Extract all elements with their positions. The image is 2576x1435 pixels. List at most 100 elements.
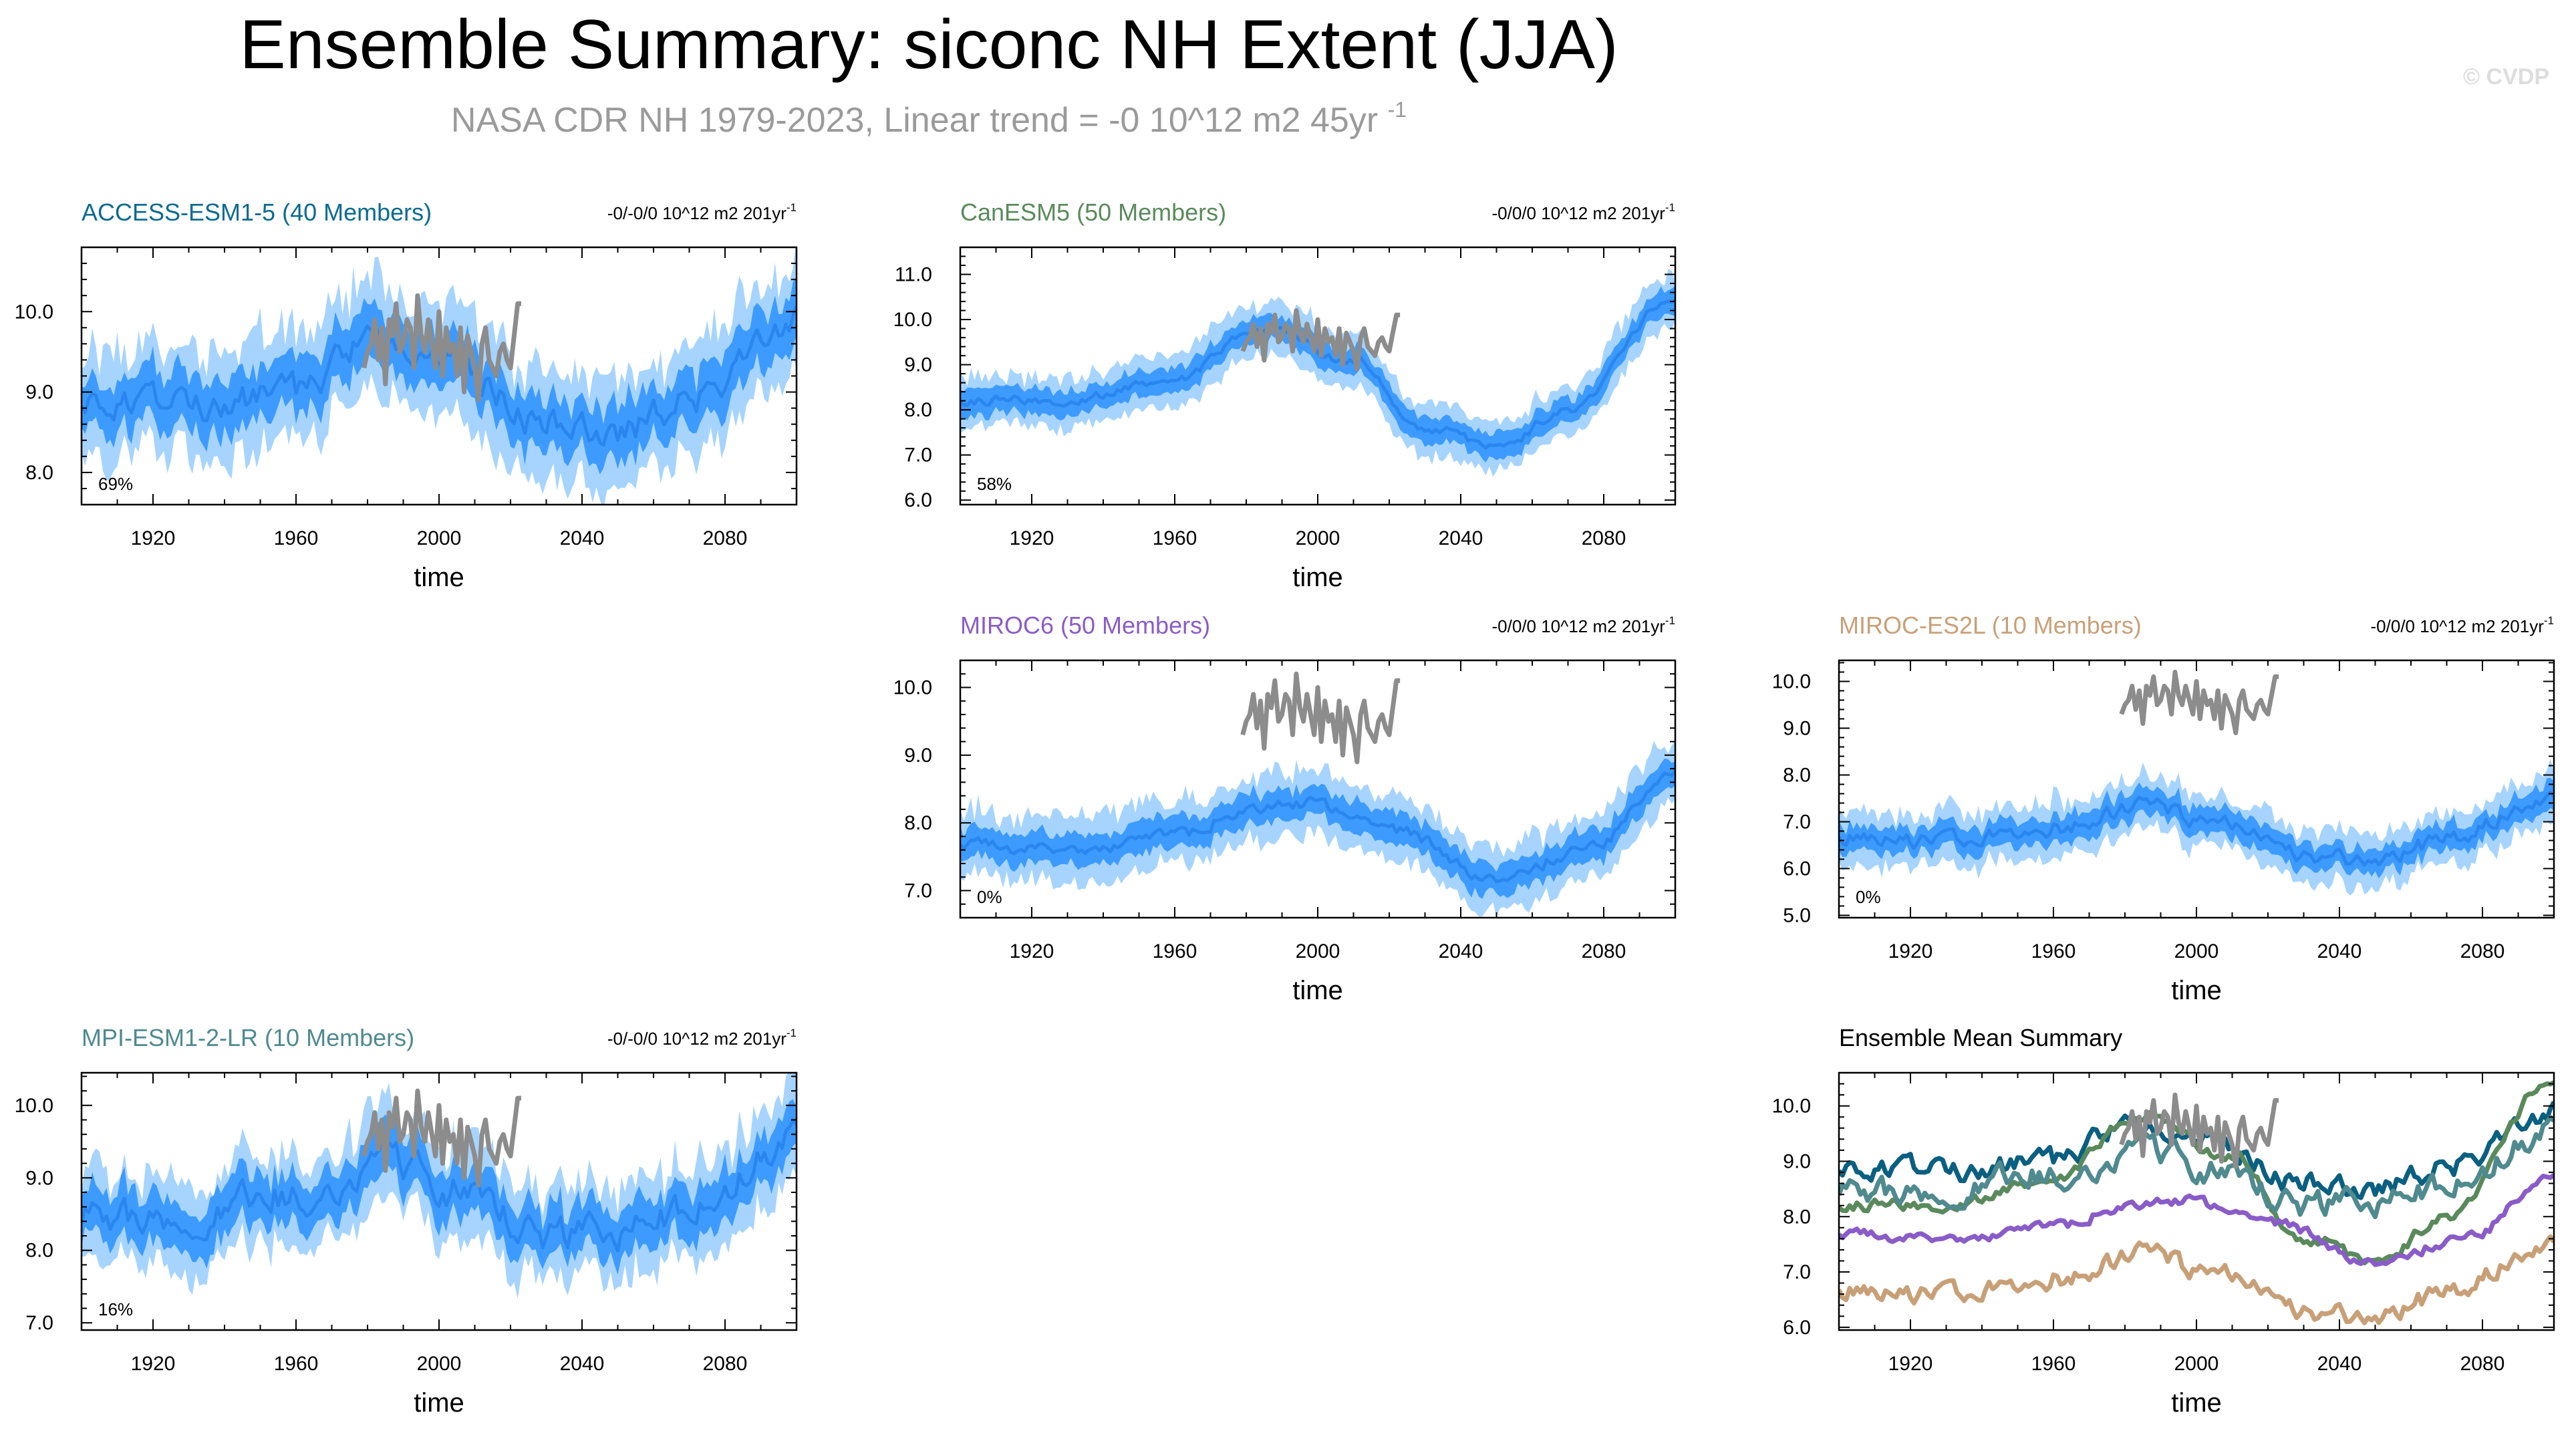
trend-label-superscript: -1 — [786, 201, 797, 214]
x-tick-label: 2080 — [703, 527, 748, 549]
x-tick-label: 1920 — [131, 1353, 176, 1375]
x-tick-label: 1920 — [131, 527, 176, 549]
x-tick-label: 2040 — [2317, 940, 2362, 962]
ensemble-mean-line — [82, 1118, 797, 1253]
y-tick-label: 7.0 — [1783, 811, 1811, 833]
series-line-miroces2l — [1839, 1234, 2554, 1325]
y-tick-label: 10.0 — [893, 309, 932, 331]
x-tick-label: 2040 — [1439, 940, 1483, 962]
y-tick-label: 10.0 — [15, 1095, 53, 1117]
trend-label-text: -0/0/0 10^12 m2 201yr — [1492, 203, 1666, 223]
y-tick-label: 6.0 — [1783, 858, 1811, 880]
chart-panel-canesm5: 1920 1960 2000 2040 2080 6.0 7.0 8.0 9.0 10.0 11.0… — [893, 199, 1677, 592]
chart-panel-mpi: 1920 1960 2000 2040 2080 7.0 8.0 9.0 10.0 time MPI… — [15, 1024, 798, 1418]
percent-label: 0% — [977, 887, 1002, 907]
plot-area — [1839, 670, 2554, 896]
ensemble-mean-line — [1839, 790, 2554, 867]
x-tick-label: 1920 — [1888, 940, 1933, 962]
x-tick-label: 2080 — [1582, 527, 1626, 549]
y-tick-label: 8.0 — [1783, 1206, 1811, 1228]
ensemble-inner-envelope — [82, 1099, 797, 1275]
trend-label-superscript: -1 — [1665, 614, 1675, 627]
x-tick-label: 1920 — [1888, 1353, 1933, 1375]
x-tick-label: 1960 — [274, 527, 319, 549]
y-tick-label: 8.0 — [904, 812, 932, 834]
figure-subtitle-superscript: -1 — [1388, 98, 1407, 122]
y-tick-label: 9.0 — [1783, 718, 1811, 740]
x-tick-label: 2080 — [703, 1353, 748, 1375]
chart-panel-access: 1920 1960 2000 2040 2080 8.0 9.0 10.0 time ACCESS… — [15, 199, 798, 592]
y-tick-label: 11.0 — [895, 264, 932, 286]
x-tick-label: 2080 — [1582, 940, 1626, 962]
y-tick-label: 8.0 — [25, 462, 53, 484]
x-tick-label: 2040 — [560, 527, 605, 549]
plot-area — [1839, 1080, 2554, 1325]
x-tick-label: 2000 — [2174, 940, 2219, 962]
y-tick-label: 10.0 — [893, 677, 932, 699]
chart-panel-miroc6: 1920 1960 2000 2040 2080 7.0 8.0 9.0 10.0 time MIR… — [893, 612, 1677, 1005]
y-tick-label: 9.0 — [1783, 1150, 1811, 1172]
percent-label: 0% — [1856, 887, 1881, 907]
panel-title: MIROC6 (50 Members) — [960, 612, 1210, 639]
y-tick-label: 10.0 — [1772, 1095, 1811, 1118]
trend-label-superscript: -1 — [2544, 614, 2554, 627]
plot-area — [82, 1073, 797, 1299]
series-line-miroc6 — [1839, 1173, 2554, 1267]
y-tick-label: 8.0 — [25, 1240, 53, 1262]
trend-label-text: -0/0/0 10^12 m2 201yr — [1492, 616, 1666, 636]
observations-line — [1240, 308, 1401, 372]
x-tick-label: 2000 — [417, 1353, 462, 1375]
y-tick-label: 7.0 — [25, 1312, 53, 1334]
x-tick-label: 1920 — [1010, 527, 1054, 549]
x-tick-label: 2080 — [2460, 1353, 2505, 1375]
y-tick-label: 10.0 — [15, 301, 53, 323]
observations-line — [1240, 671, 1401, 765]
plot-area — [960, 671, 1675, 917]
ensemble-outer-envelope — [960, 741, 1675, 917]
x-tick-label: 2040 — [2317, 1353, 2362, 1375]
panel-title: MPI-ESM1-2-LR (10 Members) — [82, 1024, 414, 1051]
ensemble-inner-envelope — [1839, 777, 2554, 879]
plot-area — [82, 247, 797, 505]
y-tick-label: 10.0 — [1772, 671, 1811, 693]
y-tick-label: 8.0 — [904, 399, 932, 421]
y-tick-label: 9.0 — [904, 745, 932, 767]
chart-panel-summary: 1920 1960 2000 2040 2080 6.0 7.0 8.0 9.0 10.0 time… — [1772, 1024, 2555, 1418]
x-tick-label: 2040 — [560, 1353, 605, 1375]
trend-label-superscript: -1 — [786, 1027, 797, 1039]
panel-title: ACCESS-ESM1-5 (40 Members) — [82, 199, 432, 226]
figure-title: Ensemble Summary: siconc NH Extent (JJA) — [239, 6, 1618, 84]
plot-area — [960, 269, 1675, 477]
y-tick-label: 6.0 — [904, 489, 932, 511]
x-tick-label: 2080 — [2460, 940, 2505, 962]
trend-label: -0/0/0 10^12 m2 201yr-1 — [1492, 201, 1675, 223]
y-tick-label: 7.0 — [1783, 1261, 1811, 1283]
y-tick-label: 9.0 — [904, 354, 932, 376]
x-tick-label: 1960 — [2031, 940, 2076, 962]
trend-label-superscript: -1 — [1665, 201, 1675, 214]
trend-label: -0/0/0 10^12 m2 201yr-1 — [2371, 614, 2554, 636]
percent-label: 16% — [98, 1299, 133, 1319]
panel-title: CanESM5 (50 Members) — [960, 199, 1226, 226]
percent-label: 69% — [98, 474, 133, 494]
y-tick-label: 5.0 — [1783, 905, 1811, 927]
x-tick-label: 1960 — [1153, 527, 1197, 549]
ensemble-inner-envelope — [82, 276, 797, 475]
x-axis-label: time — [414, 563, 464, 592]
ensemble-mean-line — [960, 299, 1675, 450]
percent-label: 58% — [977, 474, 1012, 494]
trend-label: -0/-0/0 10^12 m2 201yr-1 — [607, 1027, 797, 1049]
x-axis-label: time — [1292, 976, 1343, 1005]
x-tick-label: 2000 — [1296, 940, 1340, 962]
y-tick-label: 8.0 — [1783, 765, 1811, 787]
y-tick-label: 7.0 — [904, 880, 932, 902]
x-axis-label: time — [414, 1388, 464, 1418]
x-tick-label: 1960 — [274, 1353, 319, 1375]
ensemble-mean-line — [82, 305, 797, 447]
figure-subtitle-text: NASA CDR NH 1979-2023, Linear trend = -0… — [451, 101, 1378, 140]
trend-label-text: -0/-0/0 10^12 m2 201yr — [607, 203, 786, 223]
x-tick-label: 2000 — [417, 527, 462, 549]
x-tick-label: 2040 — [1439, 527, 1483, 549]
x-axis-label: time — [2171, 976, 2222, 1005]
panel-title: Ensemble Mean Summary — [1839, 1024, 2122, 1051]
